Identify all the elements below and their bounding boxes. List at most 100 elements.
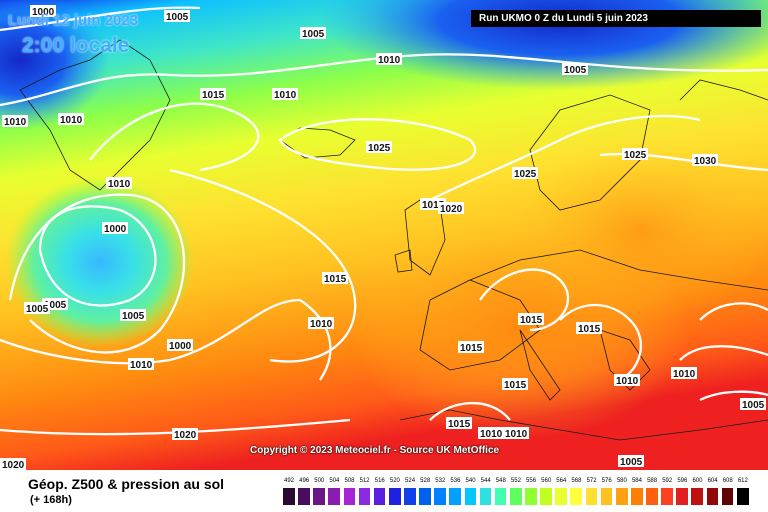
isobar-label: 1010 <box>128 358 154 371</box>
svg-text:1010: 1010 <box>378 55 401 66</box>
scale-swatch <box>449 488 462 505</box>
scale-swatch <box>615 488 628 505</box>
scale-value: 600 <box>692 478 703 484</box>
svg-text:1010: 1010 <box>480 429 503 440</box>
isobar-label: 1020 <box>172 428 198 441</box>
scale-value: 576 <box>601 478 612 484</box>
scale-value: 572 <box>586 478 597 484</box>
scale-swatch <box>358 488 371 505</box>
isobar-label: 1010 <box>308 317 334 330</box>
svg-text:1020: 1020 <box>440 204 463 215</box>
isobar-label: 1030 <box>692 154 718 167</box>
svg-text:1005: 1005 <box>302 29 325 40</box>
forecast-date: Lundi 12 juin 2023 <box>8 12 139 29</box>
scale-value: 492 <box>283 478 294 484</box>
svg-text:1000: 1000 <box>32 7 55 18</box>
scale-swatch <box>646 488 658 505</box>
svg-text:1010: 1010 <box>4 117 27 128</box>
svg-text:1010: 1010 <box>60 115 83 126</box>
svg-text:1010: 1010 <box>310 319 333 330</box>
scale-swatch <box>570 488 583 505</box>
isobar-label: 1010 <box>478 427 504 440</box>
svg-text:1020: 1020 <box>2 460 25 470</box>
copyright-notice: Copyright © 2023 Meteociel.fr - Source U… <box>250 445 500 456</box>
svg-text:1005: 1005 <box>44 300 67 311</box>
svg-text:1025: 1025 <box>368 143 391 154</box>
scale-value: 608 <box>722 478 733 484</box>
svg-text:1015: 1015 <box>422 200 445 211</box>
scale-value: 584 <box>631 478 642 484</box>
scale-value: 552 <box>510 478 521 484</box>
svg-text:1020: 1020 <box>174 430 197 441</box>
svg-text:1010: 1010 <box>130 360 153 371</box>
scale-value: 520 <box>389 478 400 484</box>
svg-text:1000: 1000 <box>169 341 192 352</box>
isobar-label: 1015 <box>322 272 348 285</box>
svg-text:1005: 1005 <box>742 400 765 411</box>
isobar-label: 1010 <box>2 115 28 128</box>
svg-text:1015: 1015 <box>520 315 543 326</box>
scale-swatch <box>525 488 537 505</box>
scale-value: 580 <box>616 478 627 484</box>
color-scale: 492 496 500 504 508 512 516 520 524 528 532 536 540 5… <box>283 478 752 508</box>
forecast-local-time: 2:00 locale <box>22 34 130 57</box>
scale-swatch <box>464 488 477 505</box>
isobar-labels: 1000 1005 1005 1010 1010 1010 1010 1010 … <box>0 5 766 470</box>
lead-time: (+ 168h) <box>30 494 72 506</box>
isobars <box>0 6 768 436</box>
scale-swatch <box>600 488 613 505</box>
isobar-label: 1010 <box>671 367 697 380</box>
isobar-label: 1025 <box>512 167 538 180</box>
scale-value: 592 <box>662 478 673 484</box>
scale-swatch <box>404 488 416 505</box>
scale-value: 516 <box>374 478 385 484</box>
scale-swatch <box>585 488 598 505</box>
svg-text:1015: 1015 <box>324 274 347 285</box>
scale-swatch <box>343 488 356 505</box>
scale-value: 548 <box>495 478 506 484</box>
northwest-low-area <box>0 0 110 130</box>
scale-value: 496 <box>299 478 310 484</box>
isobar-label: 1020 <box>0 458 26 470</box>
weather-map: 1000 1005 1005 1010 1010 1010 1010 1010 … <box>0 0 768 470</box>
isobar-label: 1010 <box>503 427 529 440</box>
isobar-label: 1010 <box>272 88 298 101</box>
scale-swatch <box>630 488 643 505</box>
svg-text:1015: 1015 <box>202 90 225 101</box>
isobar-label: 1025 <box>366 141 392 154</box>
scale-swatch <box>736 488 749 505</box>
isobar-label: 1015 <box>502 378 528 391</box>
isobar-label: 1005 <box>300 27 326 40</box>
isobar-label: 1005 <box>618 455 644 468</box>
east-warm-area <box>510 140 768 320</box>
scale-value: 568 <box>571 478 582 484</box>
isobar-label: 1005 <box>164 10 190 23</box>
isobar-label: 1020 <box>438 202 464 215</box>
scale-swatch <box>434 488 446 505</box>
isobar-label: 1000 <box>167 339 193 352</box>
svg-text:1010: 1010 <box>108 179 131 190</box>
scale-value: 500 <box>314 478 325 484</box>
svg-text:1015: 1015 <box>460 343 483 354</box>
scale-value: 532 <box>435 478 446 484</box>
svg-text:1015: 1015 <box>504 380 527 391</box>
scale-swatch <box>313 488 325 505</box>
scale-swatch <box>661 488 673 505</box>
svg-text:1010: 1010 <box>616 376 639 387</box>
product-title: Géop. Z500 & pression au sol <box>28 476 225 492</box>
scale-value: 524 <box>405 478 416 484</box>
svg-text:1005: 1005 <box>564 65 587 76</box>
svg-text:1010: 1010 <box>274 90 297 101</box>
scale-swatch <box>494 488 507 505</box>
scale-swatch <box>298 488 310 505</box>
isobar-label: 1005 <box>740 398 766 411</box>
svg-text:1005: 1005 <box>166 12 189 23</box>
scale-value: 504 <box>329 478 340 484</box>
isobar-label: 1005 <box>120 309 146 322</box>
scale-value: 544 <box>480 478 491 484</box>
scale-value: 596 <box>677 478 688 484</box>
isobar-label: 1000 <box>30 5 56 18</box>
isobar-label: 1015 <box>446 417 472 430</box>
svg-text:1010: 1010 <box>673 369 696 380</box>
scale-value: 512 <box>359 478 370 484</box>
